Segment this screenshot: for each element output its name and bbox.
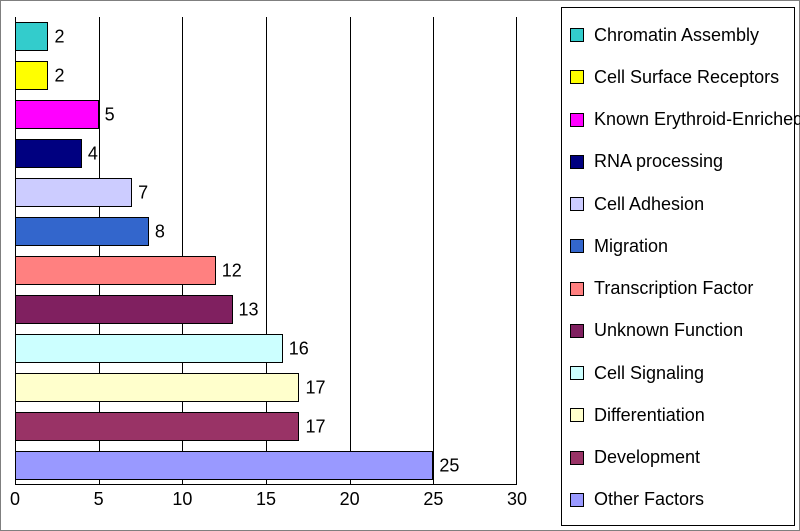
bar — [15, 256, 216, 284]
gridline — [433, 17, 434, 485]
bar — [15, 373, 299, 401]
legend-label: Migration — [594, 236, 668, 257]
bar-value-label: 25 — [439, 455, 459, 476]
legend-label: Development — [594, 447, 700, 468]
legend-swatch — [570, 324, 584, 338]
legend: Chromatin Assembly Cell Surface Receptors… — [561, 7, 795, 526]
legend-item: Transcription Factor — [570, 268, 786, 310]
bar-value-label: 8 — [155, 221, 165, 242]
legend-item: Unknown Function — [570, 310, 786, 352]
legend-label: Unknown Function — [594, 320, 743, 341]
x-tick-label: 5 — [94, 489, 104, 510]
legend-label: Transcription Factor — [594, 278, 753, 299]
legend-label: Chromatin Assembly — [594, 25, 759, 46]
bar — [15, 412, 299, 440]
bar-value-label: 2 — [54, 26, 64, 47]
legend-label: Differentiation — [594, 405, 705, 426]
legend-swatch — [570, 408, 584, 422]
x-tick-label: 15 — [256, 489, 276, 510]
bar — [15, 22, 48, 50]
axis-bottom — [15, 484, 517, 485]
bar — [15, 295, 233, 323]
legend-item: Cell Surface Receptors — [570, 56, 786, 98]
legend-swatch — [570, 70, 584, 84]
legend-item: RNA processing — [570, 141, 786, 183]
legend-swatch — [570, 451, 584, 465]
legend-label: Cell Surface Receptors — [594, 67, 779, 88]
legend-item: Differentiation — [570, 394, 786, 436]
legend-item: Known Erythroid-Enriched — [570, 99, 786, 141]
x-tick-label: 30 — [507, 489, 527, 510]
legend-label: Known Erythroid-Enriched — [594, 109, 800, 130]
x-tick-label: 25 — [423, 489, 443, 510]
bar-value-label: 2 — [54, 65, 64, 86]
bar — [15, 139, 82, 167]
bar — [15, 334, 283, 362]
x-tick-label: 10 — [172, 489, 192, 510]
legend-item: Cell Adhesion — [570, 183, 786, 225]
legend-item: Chromatin Assembly — [570, 14, 786, 56]
legend-label: Other Factors — [594, 489, 704, 510]
bar-value-label: 7 — [138, 182, 148, 203]
legend-swatch — [570, 282, 584, 296]
bar — [15, 217, 149, 245]
bar — [15, 61, 48, 89]
bar-value-label: 16 — [289, 338, 309, 359]
legend-swatch — [570, 493, 584, 507]
bar-value-label: 12 — [222, 260, 242, 281]
legend-item: Cell Signaling — [570, 352, 786, 394]
legend-item: Migration — [570, 225, 786, 267]
chart-frame: 225478121316171725 051015202530 Chromati… — [0, 0, 800, 531]
bar — [15, 451, 433, 479]
bar-value-label: 17 — [305, 377, 325, 398]
legend-label: RNA processing — [594, 151, 723, 172]
legend-item: Other Factors — [570, 479, 786, 521]
legend-swatch — [570, 113, 584, 127]
plot-area: 225478121316171725 — [15, 17, 517, 485]
legend-swatch — [570, 366, 584, 380]
x-tick-label: 20 — [340, 489, 360, 510]
bar-value-label: 5 — [105, 104, 115, 125]
bar — [15, 178, 132, 206]
legend-swatch — [570, 155, 584, 169]
bar-value-label: 4 — [88, 143, 98, 164]
bar-value-label: 13 — [239, 299, 259, 320]
bar — [15, 100, 99, 128]
legend-item: Development — [570, 437, 786, 479]
legend-label: Cell Adhesion — [594, 194, 704, 215]
gridline — [516, 17, 517, 485]
bar-value-label: 17 — [305, 416, 325, 437]
legend-swatch — [570, 197, 584, 211]
legend-label: Cell Signaling — [594, 363, 704, 384]
x-tick-label: 0 — [10, 489, 20, 510]
gridline — [350, 17, 351, 485]
legend-swatch — [570, 239, 584, 253]
legend-swatch — [570, 28, 584, 42]
